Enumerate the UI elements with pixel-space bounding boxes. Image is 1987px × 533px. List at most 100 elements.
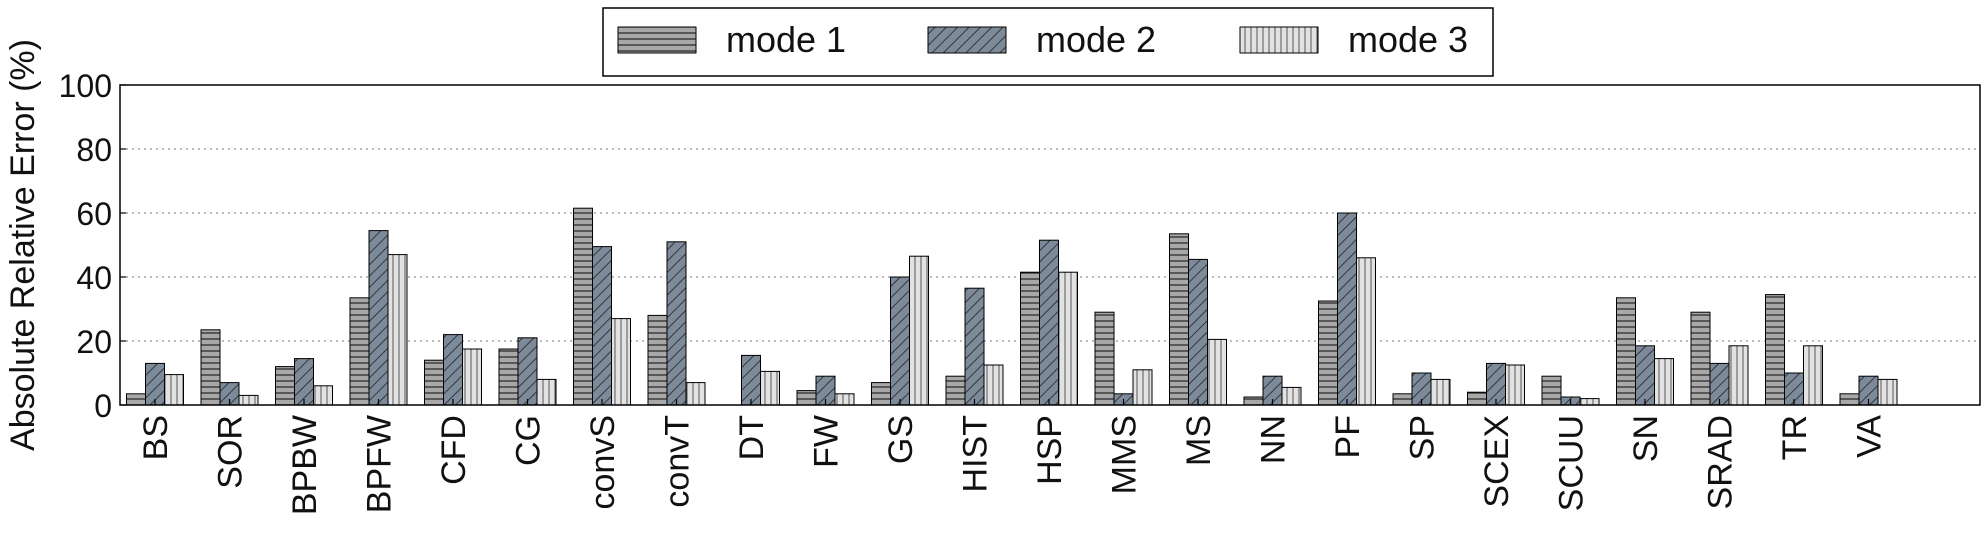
bar-HSP-mode2 <box>1039 239 1059 406</box>
x-tick-label: DT <box>733 415 771 460</box>
bar-NN-mode3 <box>1281 386 1302 406</box>
bar-SOR-mode1 <box>200 329 221 406</box>
x-tick-label: PF <box>1329 415 1367 458</box>
x-tick-label: VA <box>1851 415 1889 458</box>
bar-MS-mode1 <box>1169 233 1189 406</box>
x-tick-label: SOR <box>212 415 250 489</box>
bar-HSP-mode1 <box>1020 271 1040 406</box>
bar-FW-mode3 <box>834 393 855 406</box>
y-tick-label: 60 <box>76 196 112 232</box>
x-tick-label: convT <box>659 415 697 508</box>
bar-BPBW-mode3 <box>313 385 333 406</box>
bar-MS-mode3 <box>1207 338 1227 406</box>
bar-BPBW-mode1 <box>275 366 295 406</box>
bar-SCEX-mode1 <box>1467 391 1487 406</box>
bar-CG-mode1 <box>498 348 519 406</box>
legend-swatch-mode2 <box>927 26 1007 54</box>
bar-SCUU-mode3 <box>1579 398 1600 406</box>
x-tick-label: HSP <box>1031 415 1069 485</box>
legend-label: mode 1 <box>726 19 846 60</box>
bar-SN-mode1 <box>1616 297 1636 406</box>
bar-convT-mode2 <box>666 241 687 406</box>
x-tick-label: SN <box>1627 415 1665 462</box>
bar-TR-mode1 <box>1765 294 1785 406</box>
bar-convS-mode2 <box>592 246 612 406</box>
y-tick-label: 100 <box>59 68 112 104</box>
legend-label: mode 3 <box>1348 19 1468 60</box>
bar-GS-mode1 <box>871 382 891 406</box>
bar-BPBW-mode2 <box>294 358 314 406</box>
bar-PF-mode3 <box>1356 257 1376 406</box>
bar-CFD-mode1 <box>424 359 444 406</box>
x-tick-label: SCEX <box>1478 415 1516 508</box>
bar-MMS-mode1 <box>1094 311 1115 406</box>
y-tick-label: 40 <box>76 260 112 296</box>
bar-convT-mode3 <box>685 382 706 406</box>
bar-SN-mode2 <box>1635 345 1655 406</box>
legend-label: mode 2 <box>1036 19 1156 60</box>
bar-GS-mode2 <box>890 276 910 406</box>
legend-frame <box>602 7 1494 77</box>
bar-SCEX-mode2 <box>1486 362 1506 406</box>
legend: mode 1 mode 2 mode 3 <box>602 7 1494 77</box>
bar-HIST-mode3 <box>983 364 1004 406</box>
x-tick-label: BS <box>137 415 175 460</box>
bar-BS-mode3 <box>164 374 184 406</box>
bar-HSP-mode3 <box>1058 271 1078 406</box>
bar-TR-mode3 <box>1803 345 1823 406</box>
x-axis: BS SOR BPBW BPFW CFD CG convS convT DT FW GS HIST HS… <box>137 399 1889 515</box>
bar-SN-mode3 <box>1654 358 1674 406</box>
bar-SP-mode1 <box>1392 393 1413 406</box>
bar-FW-mode1 <box>796 390 817 406</box>
bar-DT-mode2 <box>741 354 761 406</box>
bar-BS-mode2 <box>145 362 165 406</box>
x-tick-label: NN <box>1255 415 1293 464</box>
bar-SRAD-mode1 <box>1690 311 1711 406</box>
x-tick-label: BPBW <box>286 415 324 515</box>
x-tick-label: GS <box>882 415 920 464</box>
plot-frame <box>119 84 1981 406</box>
x-tick-label: MS <box>1180 415 1218 466</box>
y-tick-label: 80 <box>76 132 112 168</box>
bar-CG-mode2 <box>517 337 538 406</box>
bar-MMS-mode3 <box>1132 369 1153 406</box>
bar-SRAD-mode2 <box>1709 362 1730 406</box>
x-tick-label: FW <box>808 415 846 468</box>
legend-swatch-mode1 <box>617 26 697 54</box>
bar-CFD-mode3 <box>462 348 482 406</box>
bar-PF-mode2 <box>1337 212 1357 406</box>
bar-convS-mode1 <box>573 207 593 406</box>
bar-SCEX-mode3 <box>1505 364 1525 406</box>
y-axis: 0 20 40 60 80 100 <box>59 68 126 424</box>
bar-BS-mode1 <box>126 393 146 406</box>
bar-NN-mode1 <box>1243 396 1264 406</box>
bar-GS-mode3 <box>909 255 929 406</box>
x-tick-label: BPFW <box>361 415 399 513</box>
bar-VA-mode3 <box>1877 378 1898 406</box>
legend-swatch-mode3 <box>1239 26 1319 54</box>
x-tick-label: SRAD <box>1702 415 1740 509</box>
bar-SRAD-mode3 <box>1728 345 1749 406</box>
x-tick-label: TR <box>1776 415 1814 460</box>
bar-BPFW-mode2 <box>368 230 389 406</box>
bars-layer <box>126 207 1898 406</box>
x-tick-label: SP <box>1404 415 1442 460</box>
x-tick-label: convS <box>584 415 622 510</box>
y-tick-label: 0 <box>94 388 112 424</box>
bar-convT-mode1 <box>647 314 668 406</box>
y-tick-label: 20 <box>76 324 112 360</box>
bar-SOR-mode3 <box>238 394 259 406</box>
bar-BPFW-mode3 <box>387 254 408 406</box>
bar-MS-mode2 <box>1188 258 1208 406</box>
x-tick-label: MMS <box>1106 415 1144 494</box>
bar-BPFW-mode1 <box>349 297 370 406</box>
bar-PF-mode1 <box>1318 300 1338 406</box>
bar-convS-mode3 <box>611 318 631 406</box>
x-tick-label: HIST <box>957 415 995 492</box>
bar-CFD-mode2 <box>443 334 463 406</box>
bar-CG-mode3 <box>536 378 557 406</box>
x-tick-label: CFD <box>435 415 473 485</box>
bar-DT-mode3 <box>760 370 780 406</box>
bar-VA-mode1 <box>1839 393 1860 406</box>
